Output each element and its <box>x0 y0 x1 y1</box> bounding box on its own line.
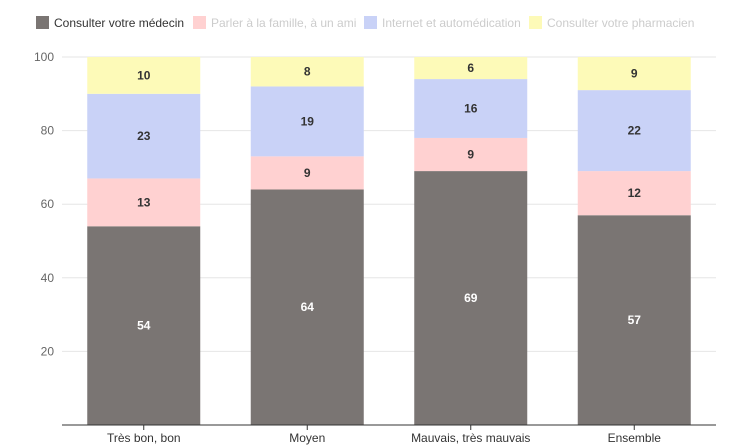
bar-segment[interactable] <box>250 86 364 157</box>
bar-segment[interactable] <box>414 137 528 172</box>
bar-segment[interactable] <box>250 156 364 190</box>
legend-label: Internet et automédication <box>382 16 521 30</box>
bar-segment[interactable] <box>414 171 528 425</box>
x-axis: Très bon, bon Moyen Mauvais, très mauvais E… <box>62 424 716 445</box>
bar-segment[interactable] <box>87 226 201 425</box>
data-label: 10 <box>137 68 151 82</box>
bar-segment[interactable] <box>87 178 201 227</box>
data-label: 22 <box>628 124 642 138</box>
y-tick-label: 60 <box>41 197 55 211</box>
data-label: 64 <box>301 300 315 314</box>
legend-label: Parler à la famille, à un ami <box>211 16 356 30</box>
data-label: 23 <box>137 129 151 143</box>
x-tick-label: Ensemble <box>608 431 662 445</box>
legend-item[interactable]: Internet et automédication <box>364 16 521 30</box>
legend-item[interactable]: Consulter votre pharmacien <box>529 16 694 30</box>
bar-segment[interactable] <box>87 57 201 94</box>
x-tick-label: Mauvais, très mauvais <box>411 431 530 445</box>
legend-swatch <box>364 16 377 29</box>
y-axis: 20 40 60 80 100 <box>34 50 54 358</box>
bar-segment[interactable] <box>87 93 201 179</box>
y-tick-label: 100 <box>34 50 54 64</box>
data-label: 19 <box>301 114 315 128</box>
bar-segment[interactable] <box>577 90 691 172</box>
data-label: 12 <box>628 186 642 200</box>
bar-segment[interactable] <box>577 57 691 91</box>
bar-segment[interactable] <box>250 57 364 87</box>
bar-segment[interactable] <box>577 171 691 216</box>
legend-swatch <box>529 16 542 29</box>
y-tick-label: 20 <box>41 344 55 358</box>
data-label: 8 <box>304 65 311 79</box>
data-label: 6 <box>467 61 474 75</box>
bars <box>87 57 691 425</box>
bar-segment[interactable] <box>414 57 528 80</box>
chart-legend[interactable]: Consulter votre médecin Parler à la famil… <box>36 16 694 30</box>
data-label: 57 <box>628 313 642 327</box>
bar-segment[interactable] <box>577 215 691 425</box>
legend-label: Consulter votre pharmacien <box>547 16 694 30</box>
legend-item[interactable]: Consulter votre médecin <box>36 16 184 30</box>
legend-swatch <box>193 16 206 29</box>
y-tick-label: 80 <box>41 124 55 138</box>
legend-swatch <box>36 16 49 29</box>
x-tick-label: Moyen <box>289 431 325 445</box>
x-tick-label: Très bon, bon <box>107 431 181 445</box>
data-label: 9 <box>631 67 638 81</box>
legend-item[interactable]: Parler à la famille, à un ami <box>193 16 356 30</box>
data-label: 9 <box>304 166 311 180</box>
data-label: 9 <box>467 148 474 162</box>
data-label: 69 <box>464 291 478 305</box>
bar-segment[interactable] <box>414 79 528 138</box>
bar-segment[interactable] <box>250 189 364 425</box>
data-label: 16 <box>464 102 478 116</box>
data-label: 54 <box>137 319 151 333</box>
data-label: 13 <box>137 195 151 209</box>
data-labels: 54 13 23 10 64 9 19 8 69 9 16 6 57 12 22 9 <box>137 61 641 333</box>
legend-label: Consulter votre médecin <box>54 16 184 30</box>
y-tick-label: 40 <box>41 271 55 285</box>
